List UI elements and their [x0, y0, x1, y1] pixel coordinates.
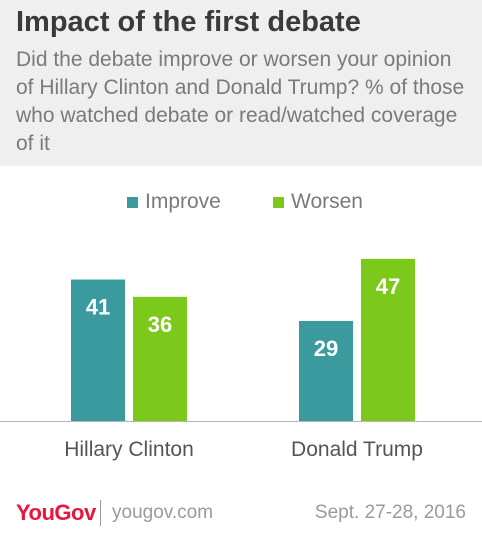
data-label-worsen-hillary-clinton: 36 — [148, 312, 172, 337]
legend-swatch-improve — [127, 196, 138, 208]
data-label-improve-donald-trump: 29 — [314, 336, 338, 361]
bar-improve-hillary-clinton — [71, 279, 125, 421]
data-label-improve-hillary-clinton: 41 — [86, 295, 110, 320]
bar-worsen-hillary-clinton — [133, 296, 187, 421]
category-label-donald-trump: Donald Trump — [291, 438, 423, 461]
footer-url: yougov.com — [112, 502, 214, 523]
bar-improve-donald-trump — [299, 320, 353, 421]
chart-title: Impact of the first debate — [16, 6, 361, 38]
data-label-worsen-donald-trump: 47 — [376, 274, 400, 299]
bar-chart: 41 36 Hillary Clinton 29 47 Donald Trump — [0, 258, 482, 461]
bar-worsen-donald-trump — [361, 258, 415, 421]
legend-item-worsen: Worsen — [273, 188, 363, 216]
legend-swatch-worsen — [273, 196, 284, 208]
legend-label-improve: Improve — [145, 190, 221, 213]
yougov-logo: YouGov — [16, 500, 96, 525]
footer-divider — [100, 500, 101, 526]
header-panel: Impact of the first debate Did the debat… — [0, 0, 482, 166]
legend-label-worsen: Worsen — [291, 190, 363, 213]
chart-subtitle: Did the debate improve or worsen your op… — [16, 48, 465, 155]
category-label-hillary-clinton: Hillary Clinton — [64, 438, 194, 461]
legend-item-improve: Improve — [127, 188, 221, 216]
footer-date: Sept. 27-28, 2016 — [314, 502, 466, 523]
